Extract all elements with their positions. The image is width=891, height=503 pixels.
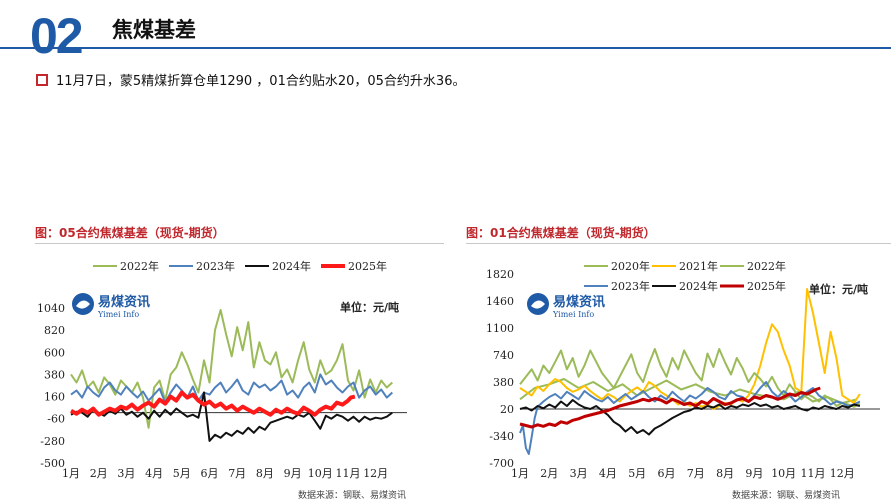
x-tick-label: 9月 [284, 467, 302, 480]
x-tick-label: 11月 [801, 467, 826, 480]
x-tick-label: 5月 [628, 467, 646, 480]
logo-text-en: Yimei Info [97, 310, 139, 319]
y-tick-label: 820 [44, 324, 65, 337]
y-tick-label: 380 [493, 376, 514, 389]
legend-label-2025年: 2025年 [348, 259, 387, 273]
right-chart-panel: 图：01合约焦煤基差（现货-期货） 2020年 2021年 2022年 2023年 20… [466, 218, 891, 503]
series-line-2022年 [70, 309, 393, 429]
x-tick-label: 5月 [173, 467, 191, 480]
series-line-2023年 [70, 373, 393, 404]
left-chart: 2022年 2023年 2024年 2025年 1040 820 600 380 160 -60 -… [37, 259, 407, 501]
y-tick-label: 600 [44, 346, 65, 359]
unit-label: 单位：元/吨 [340, 300, 399, 314]
left-chart-panel: 图：05合约焦煤基差（现货-期货） 2022年 2023年 2024年 2025年 10… [35, 218, 444, 503]
x-tick-label: 1月 [511, 467, 529, 480]
page-title: 焦煤基差 [112, 18, 196, 42]
y-tick-label: 1100 [486, 322, 514, 335]
x-tick-label: 2月 [90, 467, 108, 480]
x-tick-label: 3月 [117, 467, 135, 480]
y-tick-label: -700 [489, 457, 514, 470]
x-tick-label: 8月 [256, 467, 274, 480]
y-tick-label: -340 [489, 430, 514, 443]
x-tick-label: 6月 [658, 467, 676, 480]
y-tick-label: -280 [40, 435, 65, 448]
y-tick-label: 1820 [486, 268, 514, 281]
right-chart: 2020年 2021年 2022年 2023年 2024年 2025年 1820 1460 11… [486, 259, 880, 501]
y-tick-label: 160 [44, 391, 65, 404]
y-tick-label: 740 [493, 349, 514, 362]
section-number: 02 [30, 8, 84, 64]
series-line-2024年 [519, 399, 861, 436]
bullet-square [36, 74, 48, 86]
series-line-2023年 [519, 381, 861, 455]
y-tick-label: 1040 [37, 302, 65, 315]
x-tick-label: 11月 [336, 467, 361, 480]
legend-label-2020年: 2020年 [611, 259, 650, 273]
legend-label-2022年: 2022年 [747, 259, 786, 273]
y-tick-label: -60 [47, 413, 65, 426]
logo-swoosh-icon [531, 300, 545, 309]
y-tick-label: -500 [40, 457, 65, 470]
x-tick-label: 12月 [830, 467, 855, 480]
legend-label-2023年: 2023年 [611, 279, 650, 293]
right-title-rule [466, 243, 891, 244]
summary-text: 11月7日，蒙5精煤折算仓单1290 ，01合约贴水20，05合约升水36。 [56, 74, 466, 89]
y-tick-label: 20 [500, 403, 514, 416]
x-tick-label: 4月 [599, 467, 617, 480]
x-tick-label: 4月 [145, 467, 163, 480]
logo-swoosh-icon [76, 300, 90, 309]
source-note: 数据来源：钢联、易煤资讯 [732, 489, 840, 501]
series-line-2022年 [519, 348, 861, 408]
series-line-2025年 [70, 390, 356, 417]
series-line-2021年 [519, 288, 861, 410]
header-rule [0, 47, 891, 49]
legend-label-2021年: 2021年 [679, 259, 718, 273]
x-tick-label: 6月 [201, 467, 219, 480]
series-line-2024年 [70, 391, 393, 442]
legend-label-2023年: 2023年 [196, 259, 235, 273]
legend-label-2025年: 2025年 [747, 279, 786, 293]
x-tick-label: 7月 [687, 467, 705, 480]
unit-label: 单位：元/吨 [809, 282, 868, 296]
left-title-rule [35, 243, 444, 244]
right-chart-title: 图：01合约焦煤基差（现货-期货） [466, 226, 656, 240]
y-tick-label: 380 [44, 368, 65, 381]
logo-text-cn: 易煤资讯 [98, 294, 150, 310]
x-tick-label: 3月 [570, 467, 588, 480]
source-note: 数据来源：钢联、易煤资讯 [298, 489, 406, 501]
y-tick-label: 1460 [486, 295, 514, 308]
x-tick-label: 7月 [228, 467, 246, 480]
x-tick-label: 10月 [771, 467, 796, 480]
logo-text-cn: 易煤资讯 [553, 294, 605, 310]
x-tick-label: 2月 [540, 467, 558, 480]
x-tick-label: 9月 [745, 467, 763, 480]
legend-label-2024年: 2024年 [272, 259, 311, 273]
x-tick-label: 1月 [62, 467, 80, 480]
x-tick-label: 8月 [716, 467, 734, 480]
x-tick-label: 10月 [308, 467, 333, 480]
legend-label-2024年: 2024年 [679, 279, 718, 293]
logo-text-en: Yimei Info [552, 310, 594, 319]
left-chart-title: 图：05合约焦煤基差（现货-期货） [35, 226, 225, 240]
x-tick-label: 12月 [363, 467, 388, 480]
legend-label-2022年: 2022年 [120, 259, 159, 273]
series-line-2025年 [519, 386, 821, 429]
